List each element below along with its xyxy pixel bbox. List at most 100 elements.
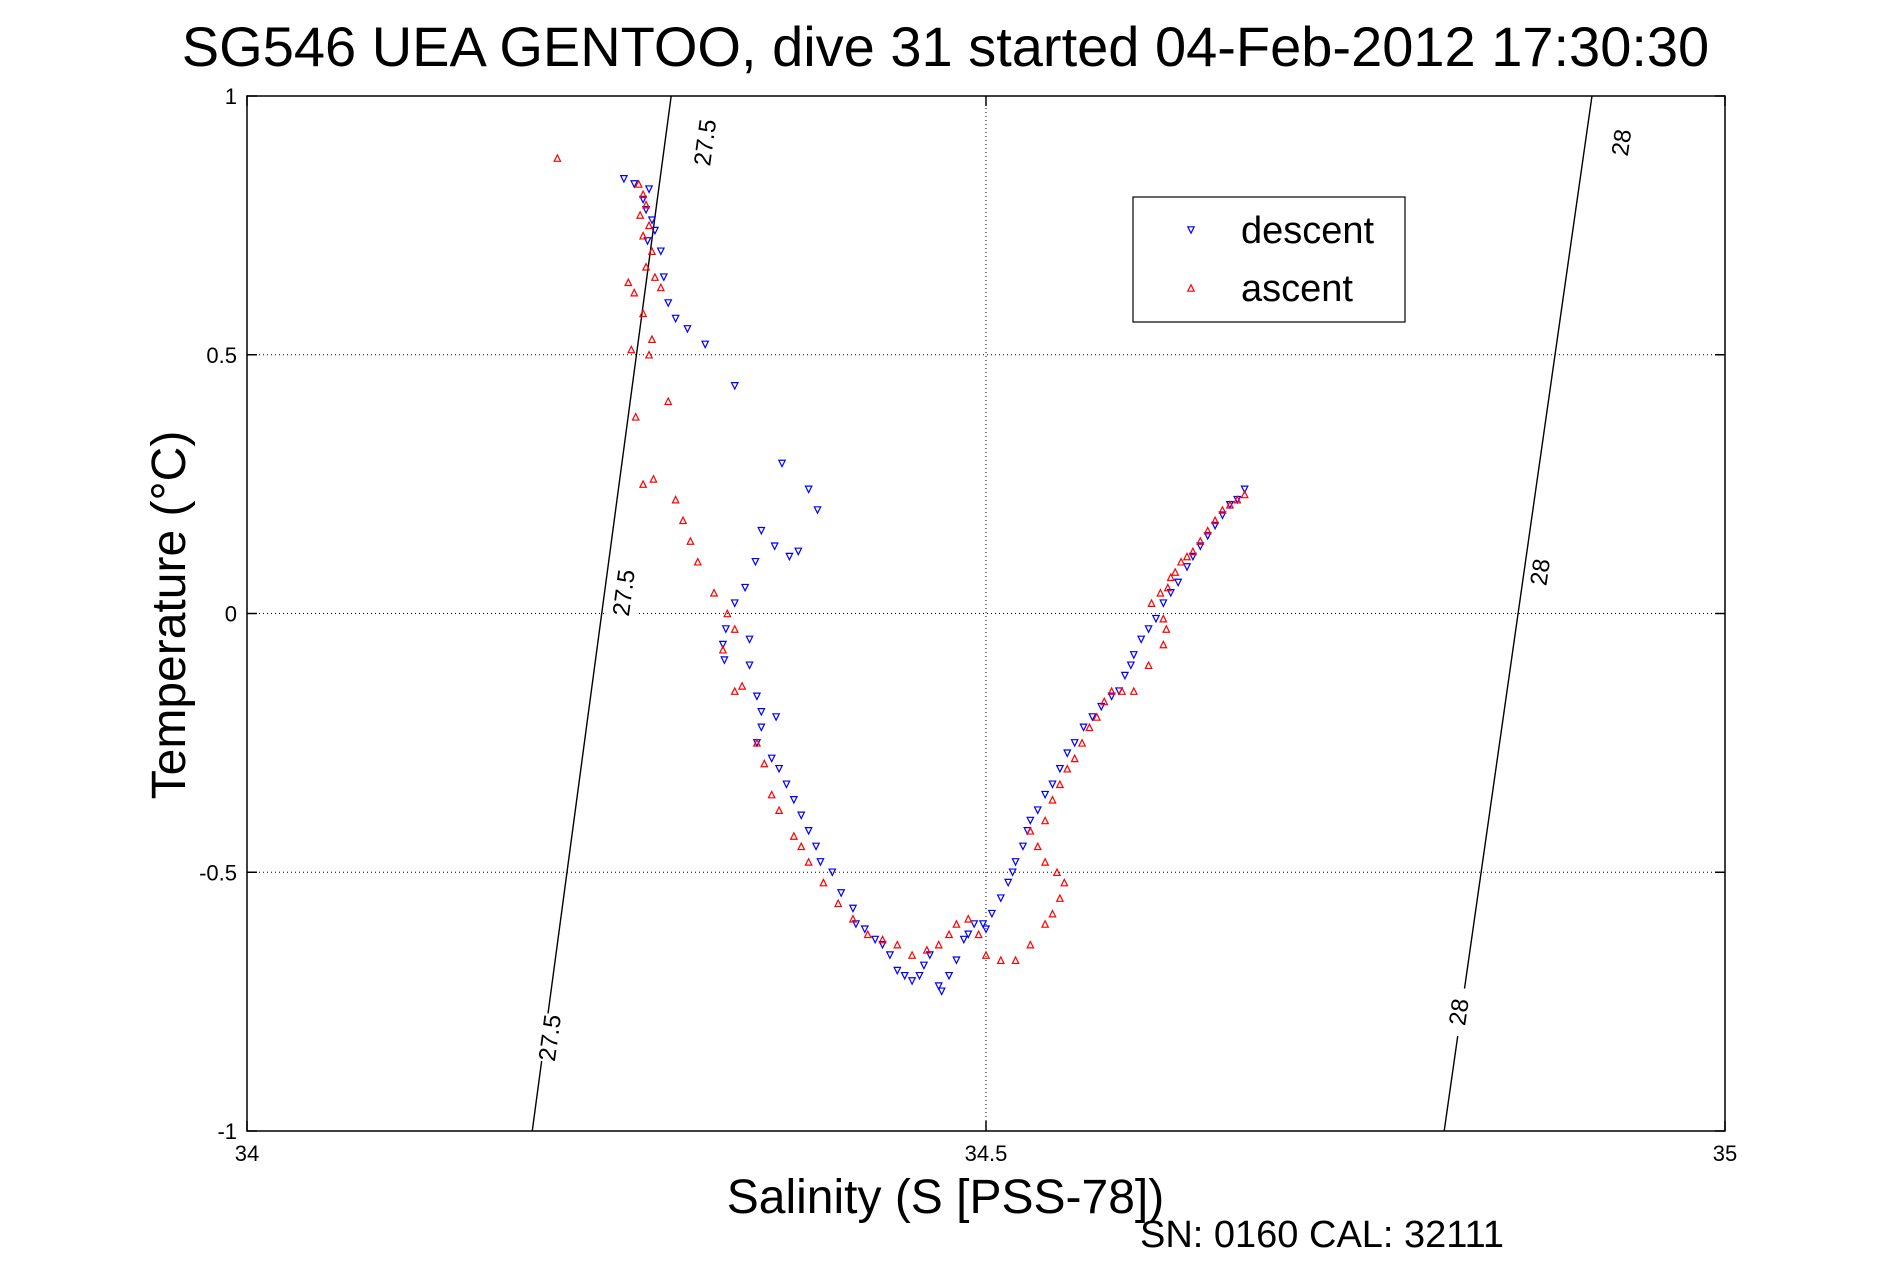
descent-point xyxy=(718,640,728,650)
descent-point xyxy=(745,661,754,670)
isopycnal-label-bg xyxy=(1603,116,1640,169)
ascent-point xyxy=(893,940,902,949)
legend-marker xyxy=(1186,226,1196,235)
x-tick-label: 35 xyxy=(1713,1141,1737,1166)
ascent-point xyxy=(644,350,654,359)
ascent-point xyxy=(996,955,1005,965)
ascent-point xyxy=(718,645,728,654)
descent-point xyxy=(907,977,917,986)
ascent-point xyxy=(1063,764,1072,773)
descent-point xyxy=(683,325,692,334)
descent-point xyxy=(813,506,822,515)
descent-point xyxy=(740,583,750,593)
ascent-point xyxy=(638,308,648,318)
y-tick-label: -0.5 xyxy=(199,860,237,885)
descent-point xyxy=(1088,713,1097,722)
isopycnal-label-bg xyxy=(1440,986,1478,1038)
ascent-point xyxy=(952,919,961,928)
ascent-point xyxy=(634,179,643,188)
ascent-point xyxy=(1092,712,1102,721)
ascent-point xyxy=(1085,722,1094,732)
descent-point xyxy=(1048,780,1057,789)
ascent-point xyxy=(1055,893,1065,902)
ascent-point xyxy=(974,929,983,939)
descent-point xyxy=(937,987,946,996)
descent-point xyxy=(745,635,754,644)
descent-point xyxy=(643,237,652,246)
ascent-point xyxy=(848,914,858,923)
descent-point xyxy=(1159,599,1168,608)
ascent-point xyxy=(1040,919,1050,928)
ascent-point xyxy=(678,515,688,525)
x-tick-label: 34.5 xyxy=(965,1141,1008,1166)
descent-point xyxy=(644,185,654,194)
ascent-point xyxy=(1188,546,1198,556)
y-axis-label: Temperature (°C) xyxy=(143,430,196,800)
isopycnal-label: 27.5 xyxy=(689,118,722,168)
descent-point xyxy=(1137,635,1146,644)
descent-point xyxy=(952,956,961,965)
ascent-point xyxy=(1144,660,1153,670)
ascent-point xyxy=(1163,583,1172,592)
ascent-point xyxy=(1117,686,1127,695)
descent-point xyxy=(915,971,924,981)
descent-point xyxy=(638,195,648,205)
descent-point xyxy=(1218,511,1227,520)
ascent-point xyxy=(1159,640,1168,649)
descent-point xyxy=(804,485,813,494)
descent-point xyxy=(757,708,766,717)
isopycnal-line xyxy=(1443,96,1593,1131)
x-axis-label: Salinity (S [PSS-78]) xyxy=(726,1171,1165,1224)
descent-point xyxy=(650,226,660,236)
ascent-point xyxy=(641,200,651,209)
ascent-point xyxy=(630,288,639,297)
legend-box xyxy=(1132,196,1406,323)
descent-point xyxy=(1033,806,1042,815)
isopycnal-label-bg xyxy=(687,116,724,169)
ascent-point xyxy=(907,950,917,959)
ascent-point xyxy=(1129,686,1138,695)
ascent-point xyxy=(863,929,872,939)
descent-point xyxy=(777,459,787,468)
isopycnal-label: 27.5 xyxy=(608,568,641,618)
ascent-point xyxy=(641,262,651,271)
ascent-point xyxy=(1203,526,1212,535)
descent-point xyxy=(647,216,657,225)
descent-point xyxy=(816,858,825,867)
ascent-point xyxy=(1070,753,1079,763)
descent-point xyxy=(721,625,731,634)
descent-point xyxy=(970,920,979,929)
ascent-point xyxy=(1048,795,1057,804)
descent-point xyxy=(1126,661,1136,670)
descent-point xyxy=(656,247,666,256)
ascent-point xyxy=(553,153,562,162)
isopycnal-label: 28 xyxy=(1525,557,1556,587)
descent-point xyxy=(770,542,779,551)
descent-point xyxy=(757,723,766,732)
descent-point xyxy=(1107,692,1116,701)
descent-point xyxy=(1188,552,1198,562)
ascent-point xyxy=(804,857,813,866)
descent-point xyxy=(1079,723,1088,732)
descent-point xyxy=(797,811,806,820)
isopycnal-label-bg xyxy=(1522,546,1559,598)
descent-point xyxy=(1144,625,1153,634)
ascent-point xyxy=(1026,826,1035,835)
descent-point xyxy=(730,382,739,391)
ascent-point xyxy=(1225,500,1235,509)
descent-point xyxy=(885,951,895,960)
ascent-point xyxy=(789,831,799,840)
ascent-point xyxy=(638,479,648,488)
descent-point xyxy=(878,940,887,950)
ascent-point xyxy=(934,940,943,949)
descent-point xyxy=(794,547,803,556)
ascent-point xyxy=(693,557,702,566)
descent-point xyxy=(919,961,929,970)
ascent-point xyxy=(1052,867,1062,877)
descent-point xyxy=(959,935,969,945)
ascent-point xyxy=(981,950,991,959)
ascent-point xyxy=(1159,614,1168,623)
ascent-point xyxy=(1176,557,1186,566)
ascent-point xyxy=(1166,572,1175,582)
descent-point xyxy=(730,599,739,608)
